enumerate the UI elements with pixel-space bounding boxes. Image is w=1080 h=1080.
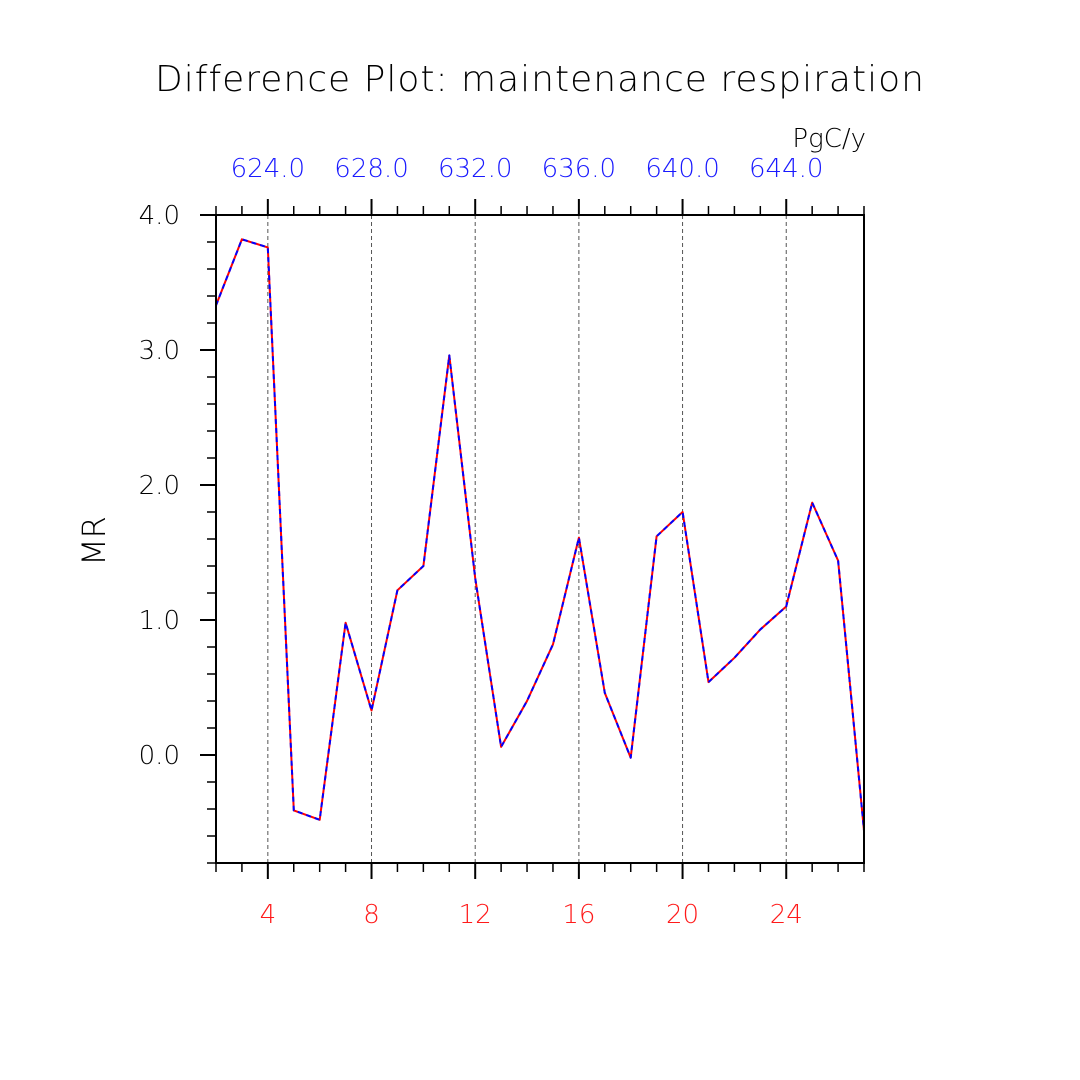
top-tick-label-3: 636.0 (542, 154, 616, 184)
y-tick-label-1: 1.0 (139, 606, 180, 636)
y-tick-label-2: 2.0 (139, 471, 180, 501)
x-tick-label-2: 12 (459, 900, 492, 930)
minor-ticks (207, 206, 865, 872)
top-tick-label-4: 640.0 (645, 154, 719, 184)
top-tick-label-1: 628.0 (334, 154, 408, 184)
grid-lines (267, 215, 787, 863)
y-tick-label-3: 3.0 (139, 336, 180, 366)
y-tick-labels: 0.0 1.0 2.0 3.0 4.0 (139, 201, 180, 771)
x-tick-label-0: 4 (260, 900, 277, 930)
top-tick-labels: 624.0 628.0 632.0 636.0 640.0 644.0 (231, 154, 824, 184)
plot-frame (215, 214, 865, 864)
x-tick-label-1: 8 (363, 900, 380, 930)
units-label: PgC/y (792, 124, 866, 154)
top-tick-label-2: 632.0 (438, 154, 512, 184)
x-tick-label-5: 24 (770, 900, 803, 930)
y-tick-label-4: 4.0 (139, 201, 180, 231)
series-lines (216, 238, 864, 831)
top-tick-label-5: 644.0 (749, 154, 823, 184)
y-tick-label-0: 0.0 (139, 741, 180, 771)
major-ticks (200, 199, 788, 879)
x-tick-label-4: 20 (666, 900, 699, 930)
series-line-blue (216, 238, 864, 831)
x-tick-labels: 4 8 12 16 20 24 (260, 900, 803, 930)
y-axis-label: MR (75, 516, 113, 566)
top-tick-label-0: 624.0 (231, 154, 305, 184)
chart-title: Difference Plot: maintenance respiration (155, 59, 925, 100)
x-tick-label-3: 16 (562, 900, 595, 930)
